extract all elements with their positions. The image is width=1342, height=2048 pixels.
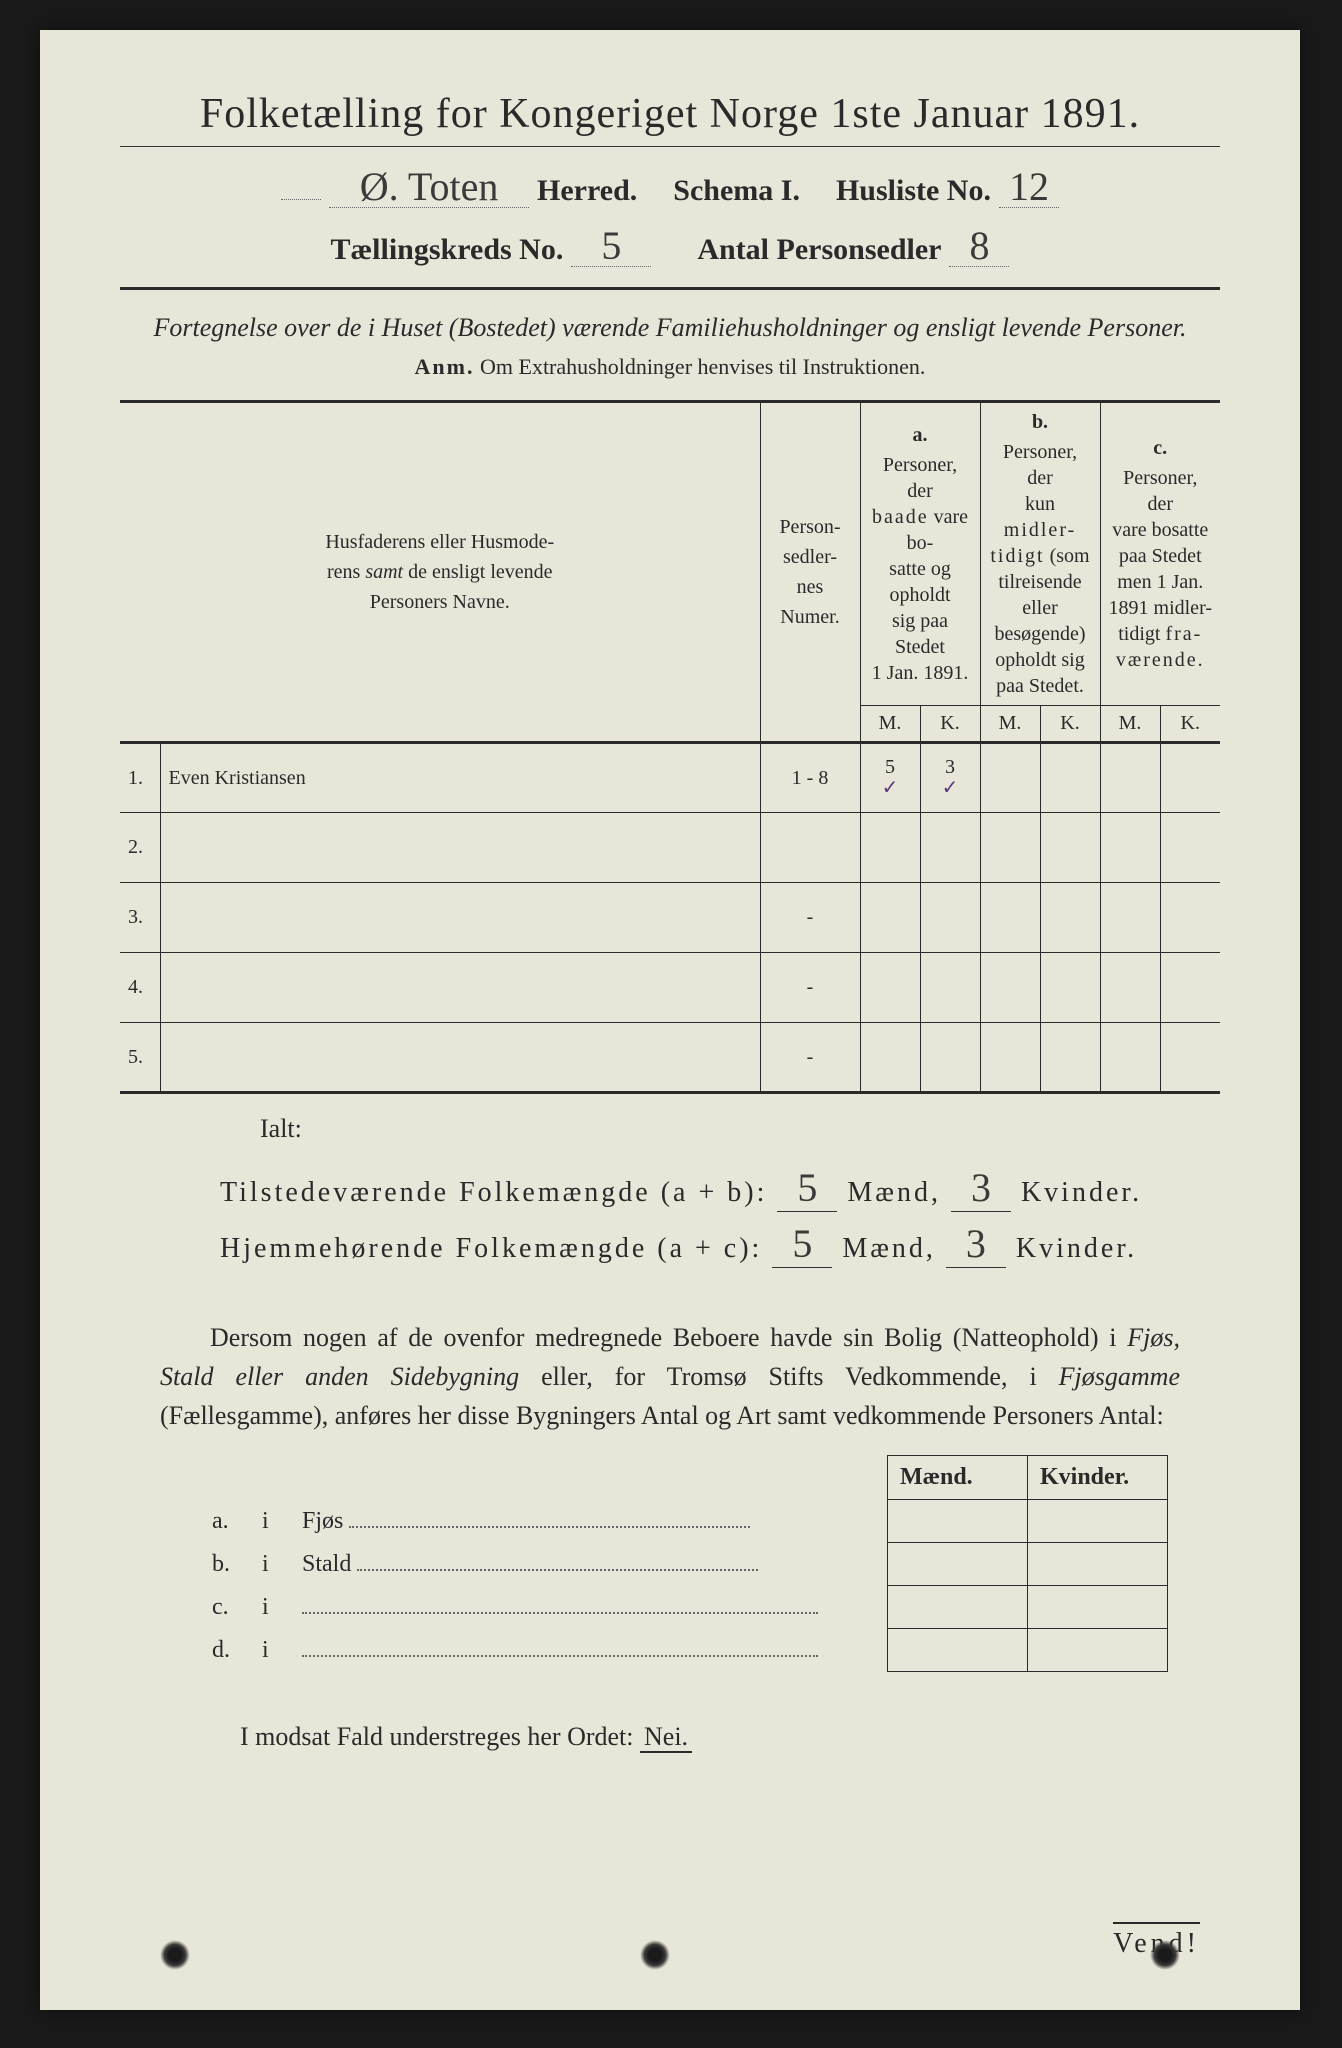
header-row-2: Tællingskreds No. 5 Antal Personsedler 8 <box>120 226 1220 267</box>
row-num: 2. <box>120 813 160 883</box>
building-row: c. i <box>200 1586 1168 1629</box>
building-i: i <box>250 1543 290 1586</box>
col-b-k: K. <box>1040 706 1100 743</box>
building-row: d. i <box>200 1629 1168 1672</box>
row-num: 1. <box>120 743 160 813</box>
buildings-kvinder-header: Kvinder. <box>1028 1456 1168 1500</box>
row-b-m <box>980 743 1040 813</box>
building-type <box>290 1586 888 1629</box>
antal-value: 8 <box>949 226 1009 267</box>
antal-label: Antal Personsedler <box>697 233 941 267</box>
summary-line-1: Tilstedeværende Folkemængde (a + b): 5 M… <box>220 1164 1220 1212</box>
annotation: Anm. Om Extrahusholdninger henvises til … <box>120 354 1220 380</box>
header-row-1: Ø. Toten Herred. Schema I. Husliste No. … <box>120 167 1220 208</box>
building-i: i <box>250 1500 290 1543</box>
herred-label: Herred. <box>537 174 637 208</box>
kvinder-label: Kvinder. <box>1016 1233 1137 1265</box>
building-type: Stald <box>290 1543 888 1586</box>
schema-label: Schema I. <box>673 174 800 208</box>
buildings-maend-header: Mænd. <box>888 1456 1028 1500</box>
punch-hole-icon <box>160 1940 190 1970</box>
col-a-k: K. <box>920 706 980 743</box>
subtitle: Fortegnelse over de i Huset (Bostedet) v… <box>120 310 1220 346</box>
building-label: b. <box>200 1543 250 1586</box>
nei-word: Nei. <box>640 1722 692 1753</box>
row-sedler: - <box>760 883 860 953</box>
instruction-paragraph: Dersom nogen af de ovenfor medregnede Be… <box>160 1318 1180 1435</box>
building-i: i <box>250 1586 290 1629</box>
summary-m-value: 5 <box>772 1220 832 1268</box>
col-header-numer: Person-sedler-nesNumer. <box>760 402 860 743</box>
col-header-b: b. Personer, derkun midler-tidigt (somti… <box>980 402 1100 706</box>
husliste-label: Husliste No. <box>836 174 991 208</box>
kvinder-label: Kvinder. <box>1021 1177 1142 1209</box>
row-name <box>160 953 760 1023</box>
punch-hole-icon <box>640 1940 670 1970</box>
husliste-value: 12 <box>999 167 1059 208</box>
document-title: Folketælling for Kongeriget Norge 1ste J… <box>120 90 1220 138</box>
row-name <box>160 883 760 953</box>
building-row: b. i Stald <box>200 1543 1168 1586</box>
col-c-k: K. <box>1160 706 1220 743</box>
row-sedler: 1 - 8 <box>760 743 860 813</box>
dotline <box>281 170 321 200</box>
table-row: 5. - <box>120 1023 1220 1093</box>
buildings-table: Mænd. Kvinder. a. i Fjøs b. i Stald c. i… <box>200 1455 1168 1672</box>
row-c-m <box>1100 743 1160 813</box>
summary-k-value: 3 <box>946 1220 1006 1268</box>
nei-line: I modsat Fald understreges her Ordet: Ne… <box>240 1722 1220 1752</box>
document-paper: Folketælling for Kongeriget Norge 1ste J… <box>40 30 1300 2010</box>
summary-k-value: 3 <box>951 1164 1011 1212</box>
anm-label: Anm. <box>415 354 475 379</box>
row-name: Even Kristiansen <box>160 743 760 813</box>
building-type: Fjøs <box>290 1500 888 1543</box>
col-header-a: a. Personer, derbaade vare bo-satte og o… <box>860 402 980 706</box>
row-b-k <box>1040 743 1100 813</box>
col-b-m: M. <box>980 706 1040 743</box>
row-name <box>160 1023 760 1093</box>
punch-hole-icon <box>1150 1940 1180 1970</box>
kreds-label: Tællingskreds No. <box>331 233 564 267</box>
ialt-label: Ialt: <box>260 1114 1220 1144</box>
table-row: 1. Even Kristiansen 1 - 8 5 ✓ 3 ✓ <box>120 743 1220 813</box>
col-a-m: M. <box>860 706 920 743</box>
col-c-m: M. <box>1100 706 1160 743</box>
main-table: Husfaderens eller Husmode-rens samt de e… <box>120 400 1220 1094</box>
col-header-names: Husfaderens eller Husmode-rens samt de e… <box>120 402 760 743</box>
maend-label: Mænd, <box>847 1177 941 1209</box>
row-num: 4. <box>120 953 160 1023</box>
row-a-k: 3 ✓ <box>920 743 980 813</box>
row-sedler <box>760 813 860 883</box>
col-header-c: c. Personer, dervare bosattepaa Stedetme… <box>1100 402 1220 706</box>
maend-label: Mænd, <box>842 1233 936 1265</box>
checkmark-icon: ✓ <box>929 775 972 800</box>
row-num: 3. <box>120 883 160 953</box>
row-sedler: - <box>760 1023 860 1093</box>
table-row: 2. <box>120 813 1220 883</box>
title-underline <box>120 146 1220 147</box>
row-name <box>160 813 760 883</box>
divider-line <box>120 287 1220 290</box>
herred-value: Ø. Toten <box>329 167 529 208</box>
building-label: d. <box>200 1629 250 1672</box>
row-a-m: 5 ✓ <box>860 743 920 813</box>
kreds-value: 5 <box>571 226 651 267</box>
table-row: 4. - <box>120 953 1220 1023</box>
checkmark-icon: ✓ <box>869 775 912 800</box>
building-i: i <box>250 1629 290 1672</box>
row-sedler: - <box>760 953 860 1023</box>
table-row: 3. - <box>120 883 1220 953</box>
building-type <box>290 1629 888 1672</box>
row-num: 5. <box>120 1023 160 1093</box>
building-row: a. i Fjøs <box>200 1500 1168 1543</box>
summary-line-2: Hjemmehørende Folkemængde (a + c): 5 Mæn… <box>220 1220 1220 1268</box>
row-c-k <box>1160 743 1220 813</box>
summary-label: Hjemmehørende Folkemængde (a + c): <box>220 1233 762 1265</box>
building-label: c. <box>200 1586 250 1629</box>
summary-label: Tilstedeværende Folkemængde (a + b): <box>220 1177 767 1209</box>
summary-m-value: 5 <box>777 1164 837 1212</box>
building-label: a. <box>200 1500 250 1543</box>
anm-text: Om Extrahusholdninger henvises til Instr… <box>480 354 925 379</box>
